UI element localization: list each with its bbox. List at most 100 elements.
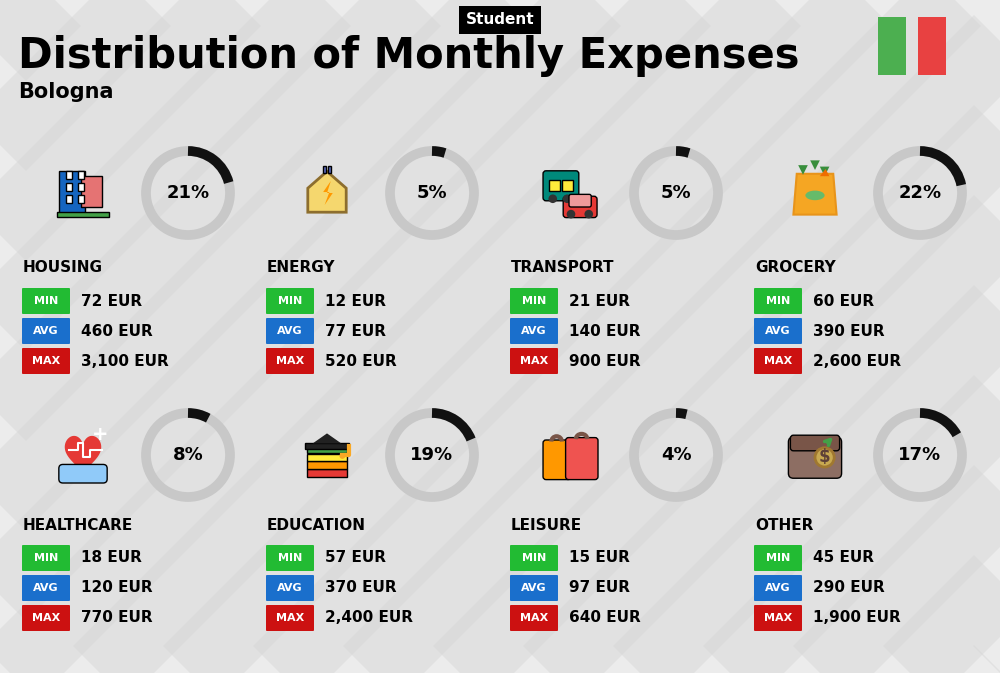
Text: AVG: AVG — [277, 326, 303, 336]
FancyBboxPatch shape — [510, 348, 558, 374]
Text: 15 EUR: 15 EUR — [569, 551, 630, 565]
Text: AVG: AVG — [765, 583, 791, 593]
FancyBboxPatch shape — [788, 437, 842, 479]
Text: 72 EUR: 72 EUR — [81, 293, 142, 308]
Text: 120 EUR: 120 EUR — [81, 581, 153, 596]
FancyBboxPatch shape — [59, 464, 107, 483]
Text: EDUCATION: EDUCATION — [267, 518, 366, 532]
Text: 17%: 17% — [898, 446, 942, 464]
FancyBboxPatch shape — [266, 318, 314, 344]
Circle shape — [567, 210, 575, 219]
Text: MIN: MIN — [766, 553, 790, 563]
Text: 460 EUR: 460 EUR — [81, 324, 153, 339]
Text: MAX: MAX — [764, 613, 792, 623]
Text: MAX: MAX — [32, 356, 60, 366]
FancyBboxPatch shape — [754, 288, 802, 314]
Circle shape — [563, 194, 571, 203]
Text: AVG: AVG — [33, 326, 59, 336]
Text: MIN: MIN — [34, 296, 58, 306]
Text: OTHER: OTHER — [755, 518, 813, 532]
FancyBboxPatch shape — [66, 172, 72, 178]
FancyBboxPatch shape — [754, 318, 802, 344]
Text: HEALTHCARE: HEALTHCARE — [23, 518, 133, 532]
Text: MAX: MAX — [520, 613, 548, 623]
FancyBboxPatch shape — [307, 446, 347, 453]
Text: MIN: MIN — [522, 553, 546, 563]
FancyBboxPatch shape — [918, 17, 946, 75]
FancyBboxPatch shape — [78, 184, 84, 190]
FancyBboxPatch shape — [543, 171, 579, 201]
Text: 22%: 22% — [898, 184, 942, 202]
Text: LEISURE: LEISURE — [511, 518, 582, 532]
Text: 12 EUR: 12 EUR — [325, 293, 386, 308]
Text: AVG: AVG — [521, 326, 547, 336]
Text: 290 EUR: 290 EUR — [813, 581, 885, 596]
FancyBboxPatch shape — [66, 184, 72, 190]
Text: 640 EUR: 640 EUR — [569, 610, 641, 625]
FancyBboxPatch shape — [566, 437, 598, 480]
FancyBboxPatch shape — [307, 454, 347, 461]
Text: AVG: AVG — [277, 583, 303, 593]
FancyBboxPatch shape — [562, 180, 573, 190]
Circle shape — [339, 453, 345, 459]
Text: 77 EUR: 77 EUR — [325, 324, 386, 339]
Text: TRANSPORT: TRANSPORT — [511, 260, 614, 275]
Text: MAX: MAX — [276, 613, 304, 623]
Text: AVG: AVG — [33, 583, 59, 593]
FancyBboxPatch shape — [305, 444, 349, 450]
FancyBboxPatch shape — [790, 435, 840, 451]
FancyBboxPatch shape — [78, 195, 84, 203]
Text: Bologna: Bologna — [18, 82, 114, 102]
FancyBboxPatch shape — [754, 605, 802, 631]
Text: MIN: MIN — [522, 296, 546, 306]
Text: MIN: MIN — [34, 553, 58, 563]
Polygon shape — [798, 165, 808, 175]
FancyBboxPatch shape — [78, 172, 84, 178]
Text: MIN: MIN — [278, 296, 302, 306]
Circle shape — [584, 210, 593, 219]
Text: +: + — [92, 425, 108, 444]
FancyBboxPatch shape — [754, 545, 802, 571]
Text: 45 EUR: 45 EUR — [813, 551, 874, 565]
Text: HOUSING: HOUSING — [23, 260, 103, 275]
Circle shape — [548, 194, 557, 203]
Text: Distribution of Monthly Expenses: Distribution of Monthly Expenses — [18, 35, 800, 77]
Text: MAX: MAX — [276, 356, 304, 366]
FancyBboxPatch shape — [328, 166, 331, 173]
FancyBboxPatch shape — [266, 605, 314, 631]
Text: MIN: MIN — [766, 296, 790, 306]
FancyBboxPatch shape — [549, 180, 560, 190]
Text: 390 EUR: 390 EUR — [813, 324, 885, 339]
Text: 18 EUR: 18 EUR — [81, 551, 142, 565]
FancyBboxPatch shape — [81, 176, 102, 207]
FancyBboxPatch shape — [510, 605, 558, 631]
Text: 1,900 EUR: 1,900 EUR — [813, 610, 901, 625]
Polygon shape — [308, 172, 346, 212]
Text: 770 EUR: 770 EUR — [81, 610, 153, 625]
FancyBboxPatch shape — [266, 288, 314, 314]
Text: 4%: 4% — [661, 446, 691, 464]
Text: 900 EUR: 900 EUR — [569, 353, 641, 369]
Polygon shape — [820, 167, 829, 176]
FancyBboxPatch shape — [510, 318, 558, 344]
FancyBboxPatch shape — [543, 440, 571, 480]
FancyBboxPatch shape — [22, 575, 70, 601]
Text: 21 EUR: 21 EUR — [569, 293, 630, 308]
FancyBboxPatch shape — [510, 545, 558, 571]
FancyBboxPatch shape — [323, 166, 326, 173]
Text: 97 EUR: 97 EUR — [569, 581, 630, 596]
FancyBboxPatch shape — [266, 575, 314, 601]
Polygon shape — [793, 174, 837, 215]
FancyBboxPatch shape — [22, 545, 70, 571]
Text: Student: Student — [466, 13, 534, 28]
Text: 19%: 19% — [410, 446, 454, 464]
Text: 370 EUR: 370 EUR — [325, 581, 397, 596]
FancyBboxPatch shape — [59, 172, 85, 215]
FancyBboxPatch shape — [22, 605, 70, 631]
Text: 5%: 5% — [661, 184, 691, 202]
FancyBboxPatch shape — [754, 348, 802, 374]
FancyBboxPatch shape — [57, 212, 109, 217]
Text: MAX: MAX — [520, 356, 548, 366]
FancyBboxPatch shape — [22, 348, 70, 374]
Text: $: $ — [819, 448, 830, 466]
